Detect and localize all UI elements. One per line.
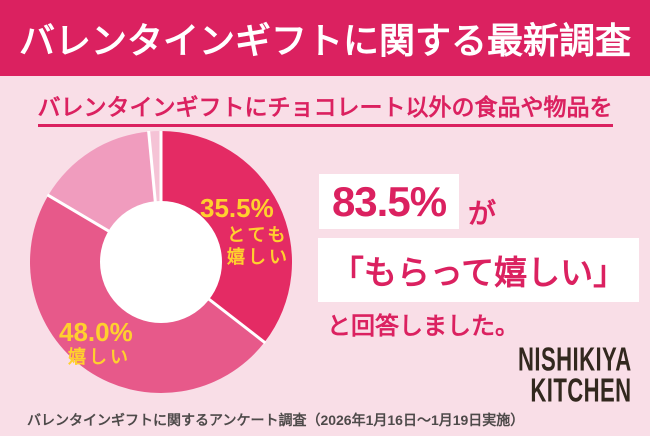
logo-line-2: KITCHEN (530, 370, 632, 410)
result-quote-box: 「もらって嬉しい」 (318, 238, 639, 302)
subtitle-row: バレンタインギフトにチョコレート以外の食品や物品を (0, 88, 650, 127)
brand-logo: NISHIKIYA KITCHEN (498, 340, 632, 409)
page-title: バレンタインギフトに関する最新調査 (18, 20, 631, 61)
header-banner: バレンタインギフトに関する最新調査 (0, 0, 650, 76)
segment-2-percent-label: 48.0% (59, 317, 133, 347)
result-quote: 「もらって嬉しい」 (330, 254, 627, 291)
segment-1-percent-label: 35.5% (200, 193, 274, 223)
result-particle: が (468, 198, 497, 229)
footer-note: バレンタインギフトに関するアンケート調査（2026年1月16日～1月19日実施） (27, 412, 525, 428)
segment-2-name-label: 嬉しい (68, 347, 131, 367)
donut-hole (100, 201, 222, 323)
result-percent: 83.5% (331, 177, 447, 225)
survey-subtitle: バレンタインギフトにチョコレート以外の食品や物品を (37, 88, 613, 127)
segment-1-name-line1: とても (227, 225, 289, 245)
logo-line-1: NISHIKIYA (518, 339, 632, 379)
segment-1-name-label: とても 嬉しい (227, 224, 290, 268)
segment-1-name-line2: 嬉しい (227, 247, 290, 267)
donut-chart (30, 131, 292, 393)
result-suffix: と回答しました。 (327, 313, 519, 340)
result-percent-box: 83.5% (319, 174, 459, 229)
